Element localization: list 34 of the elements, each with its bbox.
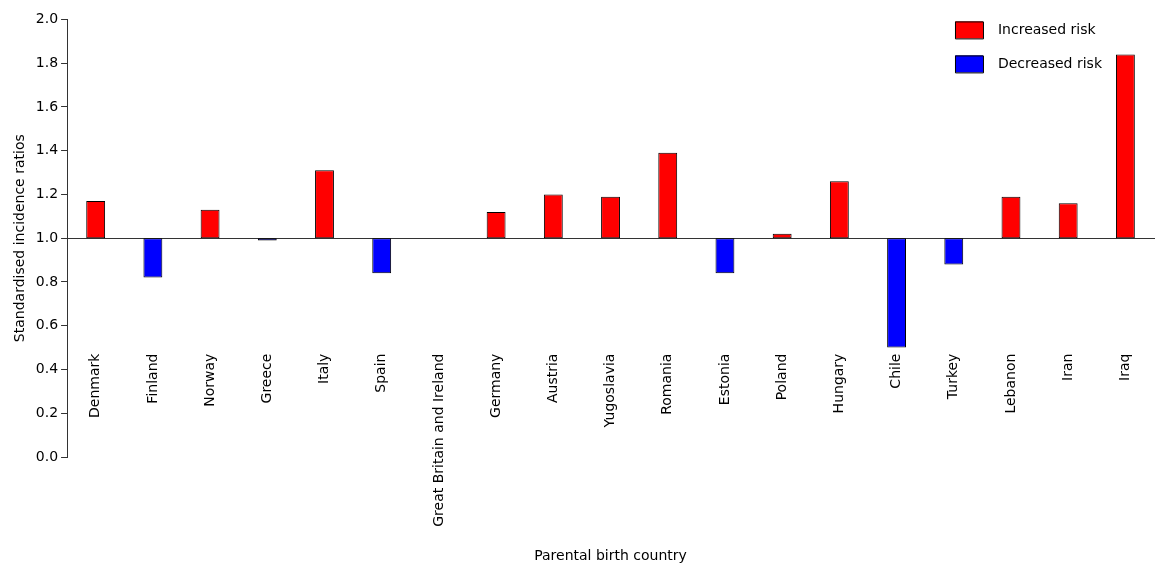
y-tick-label: 0.0: [35, 447, 59, 464]
y-tick-label: 0.4: [35, 360, 59, 377]
x-tick-label: Estonia: [715, 353, 732, 406]
x-tick-label: Iran: [1058, 353, 1075, 381]
x-axis-title: Parental birth country: [534, 546, 687, 563]
x-tick-label: Lebanon: [1001, 353, 1018, 414]
x-tick-label: Italy: [315, 353, 332, 384]
x-tick-label: Romania: [658, 353, 675, 415]
x-tick-label: Poland: [772, 353, 789, 401]
y-axis-title: Standardised incidence ratios: [11, 134, 28, 343]
x-tick-label: Denmark: [86, 352, 103, 418]
x-tick-label: Norway: [200, 353, 217, 407]
y-tick-label: 0.2: [35, 403, 59, 420]
legend-label: Increased risk: [997, 21, 1097, 38]
x-tick-label: Greece: [257, 353, 274, 404]
y-tick-label: 0.6: [35, 316, 59, 333]
x-tick-label: Austria: [543, 353, 560, 404]
x-tick-label: Great Britain and Ireland: [429, 353, 446, 527]
y-tick-label: 1.2: [35, 185, 59, 202]
x-tick-label: Spain: [372, 353, 389, 393]
y-tick-label: 1.4: [35, 141, 59, 158]
x-tick-label: Germany: [486, 353, 503, 418]
x-tick-label: Hungary: [830, 353, 846, 414]
x-tick-label: Turkey: [944, 353, 961, 401]
x-tick-label: Finland: [143, 353, 160, 404]
legend-label: Decreased risk: [997, 55, 1103, 72]
y-tick-label: 1.6: [35, 97, 59, 114]
x-tick-label: Chile: [887, 353, 904, 389]
y-tick-label: 0.8: [35, 272, 59, 289]
y-tick-label: 1.0: [35, 228, 59, 245]
x-tick-label: Iraq: [1116, 353, 1133, 381]
y-tick-label: 1.8: [35, 53, 59, 70]
y-tick-label: 2.0: [35, 10, 59, 27]
x-tick-label: Yugoslavia: [601, 353, 618, 429]
